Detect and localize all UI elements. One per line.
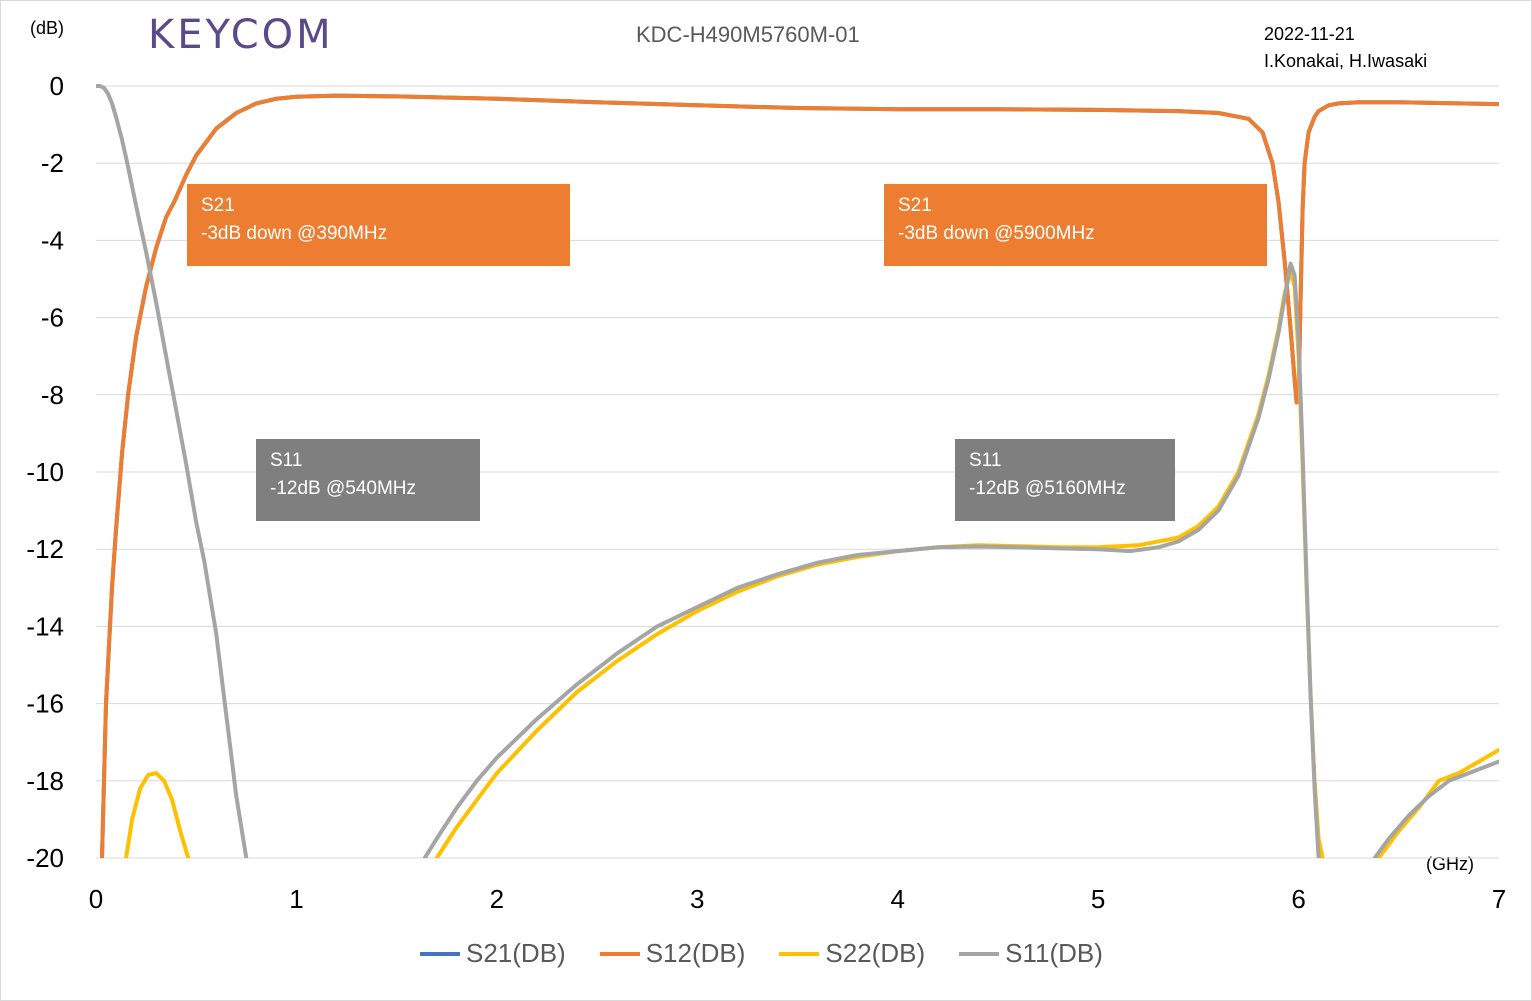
series-line-s11-db-: [1372, 759, 1499, 858]
series-line-s22-db-: [434, 269, 1325, 858]
x-tick-label: 7: [1492, 884, 1506, 914]
legend-swatch: [959, 951, 1000, 956]
keycom-logo: KEYCOM: [148, 12, 334, 58]
annotation-text: -3dB down @390MHz: [201, 223, 388, 244]
y-tick-label: -20: [26, 843, 64, 873]
x-tick-label: 0: [89, 884, 103, 914]
y-tick-label: -14: [26, 611, 64, 641]
x-tick-label: 6: [1291, 884, 1305, 914]
annotation-s21-high: S21 -3dB down @5900MHz: [884, 184, 1267, 266]
annotation-title: S21: [898, 195, 932, 216]
authors-label: I.Konakai, H.Iwasaki: [1264, 51, 1428, 71]
annotation-title: S11: [969, 450, 1002, 471]
x-tick-label: 2: [490, 884, 504, 914]
legend-label: S21(DB): [466, 938, 566, 968]
x-axis-unit: (GHz): [1426, 854, 1474, 874]
x-tick-label: 4: [890, 884, 904, 914]
legend-item-s11: S11(DB): [959, 938, 1103, 969]
x-tick-label: 3: [690, 884, 704, 914]
date-label: 2022-11-21: [1264, 24, 1355, 44]
y-axis-unit: (dB): [30, 18, 65, 38]
y-tick-label: -6: [41, 303, 64, 333]
annotation-s11-high: S11 -12dB @5160MHz: [955, 439, 1175, 521]
legend-swatch: [420, 951, 460, 956]
legend-swatch: [599, 951, 640, 956]
legend-label: S12(DB): [645, 938, 746, 968]
axis-ticks: 0 -2 -4 -6 -8 -10 -12 -14 -16 -18 -20 0 1 2 3 4 5 6 7: [26, 71, 1506, 914]
series-line-s11-db-: [422, 261, 1321, 858]
annotation-title: S11: [270, 450, 303, 471]
series-line-s22-db-: [124, 771, 191, 858]
legend-label: S22(DB): [825, 938, 926, 968]
annotation-s11-low: S11 -12dB @540MHz: [256, 439, 480, 521]
series-lines: [96, 84, 1499, 858]
y-tick-label: -16: [26, 689, 64, 719]
series-line-s11-db-: [96, 84, 249, 858]
y-tick-label: 0: [50, 71, 64, 101]
y-tick-label: -18: [26, 766, 64, 796]
series-line-s12-db-: [100, 93, 1499, 858]
y-tick-label: -2: [41, 148, 64, 178]
legend-item-s22: S22(DB): [779, 938, 925, 969]
legend-swatch: [779, 951, 820, 956]
series-line-s22-db-: [1376, 747, 1499, 858]
x-tick-label: 5: [1091, 884, 1105, 914]
legend-item-s12: S12(DB): [599, 938, 746, 969]
y-tick-label: -10: [26, 457, 64, 487]
annotation-s21-low: S21 -3dB down @390MHz: [187, 184, 570, 266]
annotation-text: -12dB @5160MHz: [969, 478, 1126, 499]
y-tick-label: -4: [41, 225, 64, 255]
legend-label: S11(DB): [1005, 938, 1103, 968]
legend: S21(DB) S12(DB) S22(DB) S11(DB): [420, 938, 1103, 969]
annotation-title: S21: [201, 195, 235, 216]
annotation-text: -3dB down @5900MHz: [898, 223, 1095, 244]
y-tick-label: -12: [26, 534, 64, 564]
y-tick-label: -8: [41, 380, 64, 410]
annotation-text: -12dB @540MHz: [270, 478, 417, 499]
chart-title: KDC-H490M5760M-01: [636, 22, 860, 47]
x-tick-label: 1: [289, 884, 303, 914]
legend-item-s21: S21(DB): [420, 938, 566, 969]
